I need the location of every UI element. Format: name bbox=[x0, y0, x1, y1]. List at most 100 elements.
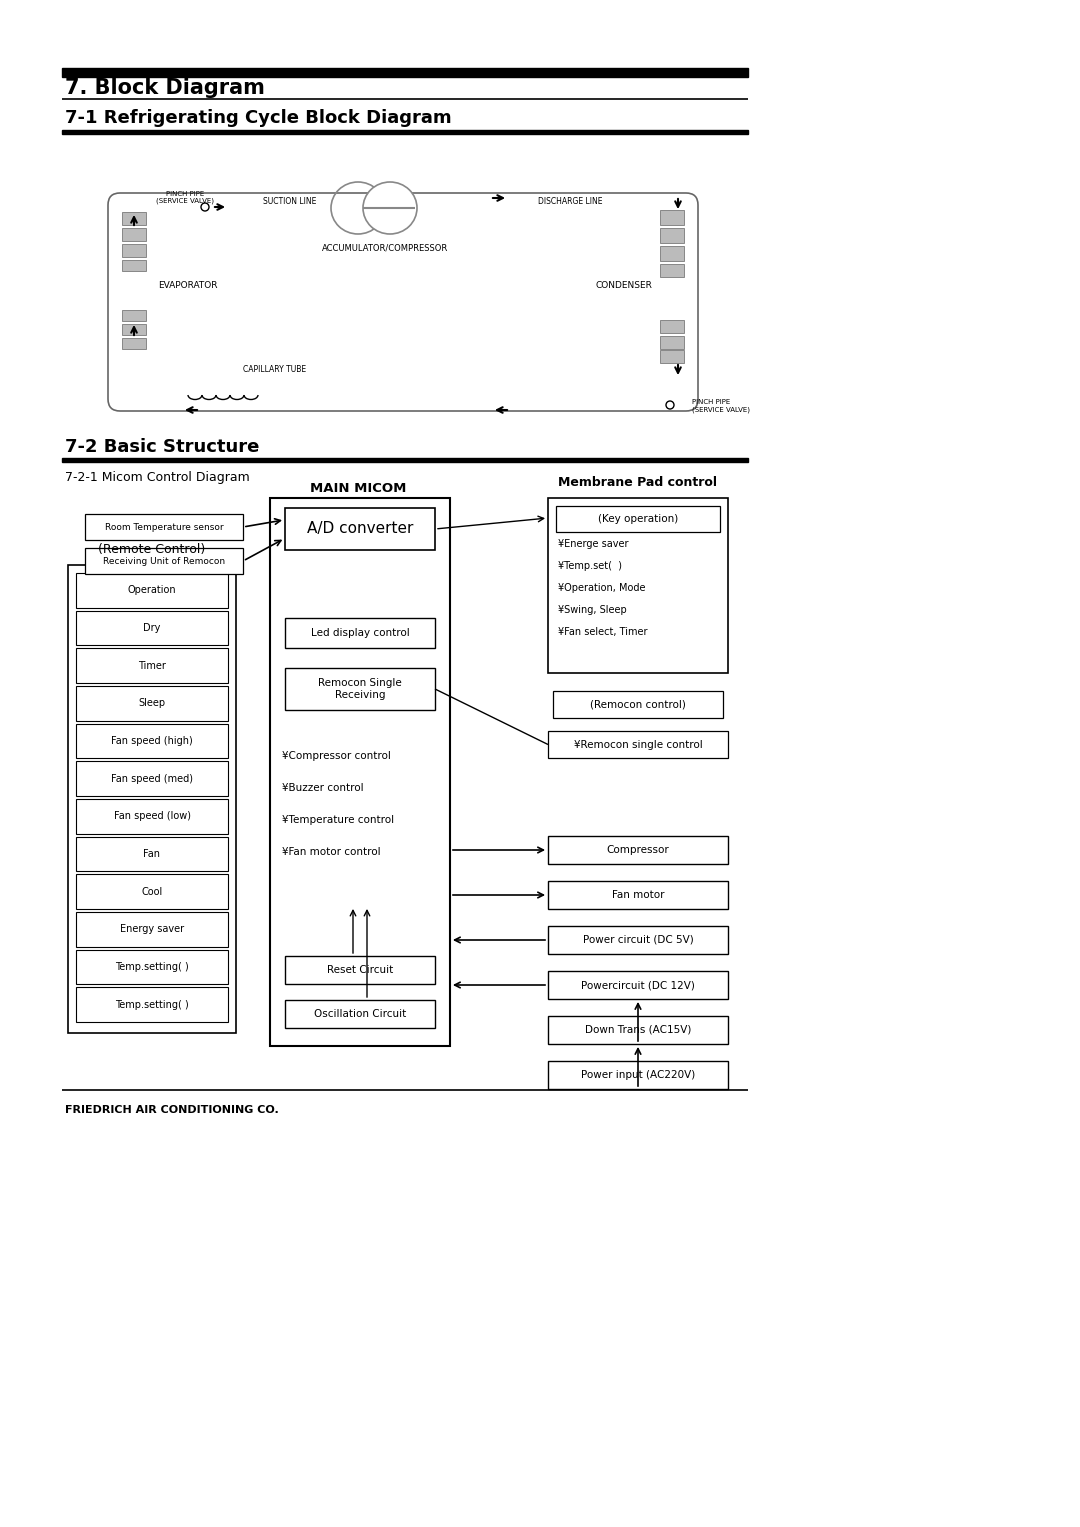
Text: Compressor: Compressor bbox=[607, 844, 670, 855]
Bar bbox=[660, 228, 684, 243]
Text: PINCH PIPE: PINCH PIPE bbox=[692, 399, 730, 405]
Bar bbox=[122, 212, 146, 224]
FancyBboxPatch shape bbox=[76, 573, 228, 608]
Text: Operation: Operation bbox=[127, 585, 176, 596]
Text: ¥Energe saver: ¥Energe saver bbox=[558, 539, 629, 550]
Text: Oscillation Circuit: Oscillation Circuit bbox=[314, 1009, 406, 1019]
FancyBboxPatch shape bbox=[285, 956, 435, 983]
Text: SUCTION LINE: SUCTION LINE bbox=[264, 197, 316, 206]
Text: ¥Swing, Sleep: ¥Swing, Sleep bbox=[558, 605, 626, 615]
Bar bbox=[122, 228, 146, 241]
FancyBboxPatch shape bbox=[548, 881, 728, 909]
Text: Power circuit (DC 5V): Power circuit (DC 5V) bbox=[582, 935, 693, 945]
FancyBboxPatch shape bbox=[85, 548, 243, 574]
Text: A/D converter: A/D converter bbox=[307, 522, 414, 536]
Text: ¥Buzzer control: ¥Buzzer control bbox=[282, 783, 364, 793]
FancyBboxPatch shape bbox=[548, 731, 728, 757]
Bar bbox=[660, 321, 684, 333]
Text: Dry: Dry bbox=[144, 623, 161, 634]
Text: CONDENSER: CONDENSER bbox=[595, 281, 652, 290]
Text: (SERVICE VALVE): (SERVICE VALVE) bbox=[692, 406, 750, 414]
FancyBboxPatch shape bbox=[76, 611, 228, 646]
Bar bbox=[660, 211, 684, 224]
Text: (Remote Control): (Remote Control) bbox=[98, 542, 205, 556]
FancyBboxPatch shape bbox=[76, 875, 228, 909]
Text: 7-1 Refrigerating Cycle Block Diagram: 7-1 Refrigerating Cycle Block Diagram bbox=[65, 108, 451, 127]
Bar bbox=[660, 264, 684, 276]
Text: Power input (AC220V): Power input (AC220V) bbox=[581, 1070, 696, 1080]
Text: (Key operation): (Key operation) bbox=[598, 515, 678, 524]
Text: Temp.setting( ): Temp.setting( ) bbox=[116, 962, 189, 973]
Text: ¥Temp.set(  ): ¥Temp.set( ) bbox=[558, 560, 622, 571]
FancyBboxPatch shape bbox=[285, 618, 435, 647]
Text: Energy saver: Energy saver bbox=[120, 924, 184, 935]
Text: PINCH PIPE: PINCH PIPE bbox=[166, 191, 204, 197]
Text: Fan speed (high): Fan speed (high) bbox=[111, 736, 193, 747]
Text: Timer: Timer bbox=[138, 661, 166, 670]
Text: ¥Temperature control: ¥Temperature control bbox=[282, 815, 394, 825]
FancyBboxPatch shape bbox=[548, 1015, 728, 1044]
FancyBboxPatch shape bbox=[76, 686, 228, 721]
Bar bbox=[122, 324, 146, 334]
Text: Fan speed (low): Fan speed (low) bbox=[113, 811, 190, 822]
Bar bbox=[62, 69, 748, 76]
FancyBboxPatch shape bbox=[76, 799, 228, 834]
Text: ¥Fan motor control: ¥Fan motor control bbox=[282, 847, 380, 857]
Ellipse shape bbox=[363, 182, 417, 234]
FancyBboxPatch shape bbox=[108, 192, 698, 411]
Text: Sleep: Sleep bbox=[138, 698, 165, 709]
Bar bbox=[122, 244, 146, 257]
FancyBboxPatch shape bbox=[548, 498, 728, 673]
Text: 7-2-1 Micom Control Diagram: 7-2-1 Micom Control Diagram bbox=[65, 470, 249, 484]
FancyBboxPatch shape bbox=[548, 1061, 728, 1089]
Text: DISCHARGE LINE: DISCHARGE LINE bbox=[538, 197, 603, 206]
Text: Reset Circuit: Reset Circuit bbox=[327, 965, 393, 976]
Text: (Remocon control): (Remocon control) bbox=[590, 699, 686, 710]
Text: Cool: Cool bbox=[141, 887, 163, 896]
FancyBboxPatch shape bbox=[285, 667, 435, 710]
Text: Room Temperature sensor: Room Temperature sensor bbox=[105, 522, 224, 531]
Text: CAPILLARY TUBE: CAPILLARY TUBE bbox=[243, 365, 307, 374]
Text: Remocon Single
Receiving: Remocon Single Receiving bbox=[319, 678, 402, 699]
Text: Fan motor: Fan motor bbox=[611, 890, 664, 899]
Text: ¥Operation, Mode: ¥Operation, Mode bbox=[558, 583, 646, 592]
Text: ACCUMULATOR/COMPRESSOR: ACCUMULATOR/COMPRESSOR bbox=[322, 243, 448, 252]
Text: EVAPORATOR: EVAPORATOR bbox=[159, 281, 218, 290]
FancyBboxPatch shape bbox=[76, 762, 228, 796]
FancyBboxPatch shape bbox=[548, 925, 728, 954]
FancyBboxPatch shape bbox=[548, 835, 728, 864]
Text: Powercircuit (DC 12V): Powercircuit (DC 12V) bbox=[581, 980, 694, 989]
FancyBboxPatch shape bbox=[270, 498, 450, 1046]
Bar bbox=[62, 130, 748, 134]
Text: MAIN MICOM: MAIN MICOM bbox=[310, 481, 406, 495]
Bar bbox=[122, 260, 146, 270]
Text: Led display control: Led display control bbox=[311, 628, 409, 638]
Bar bbox=[660, 350, 684, 363]
FancyBboxPatch shape bbox=[76, 912, 228, 947]
FancyBboxPatch shape bbox=[68, 565, 237, 1032]
FancyBboxPatch shape bbox=[76, 649, 228, 683]
FancyBboxPatch shape bbox=[76, 988, 228, 1022]
Text: FRIEDRICH AIR CONDITIONING CO.: FRIEDRICH AIR CONDITIONING CO. bbox=[65, 1106, 279, 1115]
Text: ¥Remocon single control: ¥Remocon single control bbox=[573, 739, 702, 750]
Text: (SERVICE VALVE): (SERVICE VALVE) bbox=[156, 199, 214, 205]
FancyBboxPatch shape bbox=[76, 950, 228, 985]
FancyBboxPatch shape bbox=[285, 508, 435, 550]
FancyBboxPatch shape bbox=[76, 724, 228, 759]
Text: Temp.setting( ): Temp.setting( ) bbox=[116, 1000, 189, 1009]
FancyBboxPatch shape bbox=[556, 505, 720, 531]
Text: 7-2 Basic Structure: 7-2 Basic Structure bbox=[65, 438, 259, 457]
Bar bbox=[122, 337, 146, 350]
Text: ¥Fan select, Timer: ¥Fan select, Timer bbox=[558, 628, 648, 637]
Text: Down Trans (AC15V): Down Trans (AC15V) bbox=[584, 1025, 691, 1035]
FancyBboxPatch shape bbox=[548, 971, 728, 999]
Bar bbox=[660, 246, 684, 261]
Text: Membrane Pad control: Membrane Pad control bbox=[558, 476, 717, 490]
FancyBboxPatch shape bbox=[285, 1000, 435, 1028]
FancyBboxPatch shape bbox=[76, 837, 228, 872]
Bar bbox=[660, 336, 684, 350]
Text: Fan: Fan bbox=[144, 849, 161, 860]
Bar bbox=[122, 310, 146, 321]
FancyBboxPatch shape bbox=[85, 515, 243, 541]
Bar bbox=[62, 458, 748, 463]
